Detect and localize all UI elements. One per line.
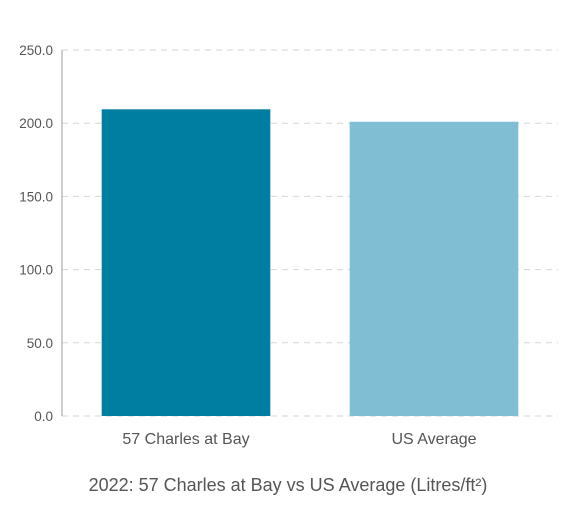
- x-tick-label: 57 Charles at Bay: [122, 431, 249, 448]
- bar: [349, 121, 519, 417]
- y-tick-label: 250.0: [19, 43, 53, 58]
- y-tick-labels: 0.0 50.0 100.0 150.0 200.0 250.0: [19, 43, 53, 424]
- bar: [101, 109, 271, 417]
- y-tick-label: 0.0: [34, 409, 53, 424]
- y-tick-label: 150.0: [19, 189, 53, 204]
- y-tick-label: 200.0: [19, 116, 53, 131]
- x-tick-label: US Average: [391, 431, 476, 448]
- chart-title: 2022: 57 Charles at Bay vs US Average (L…: [89, 475, 488, 495]
- x-tick-labels: 57 Charles at Bay US Average: [122, 431, 476, 448]
- y-tick-label: 100.0: [19, 263, 53, 278]
- bars: [101, 109, 519, 417]
- y-tick-label: 50.0: [27, 336, 53, 351]
